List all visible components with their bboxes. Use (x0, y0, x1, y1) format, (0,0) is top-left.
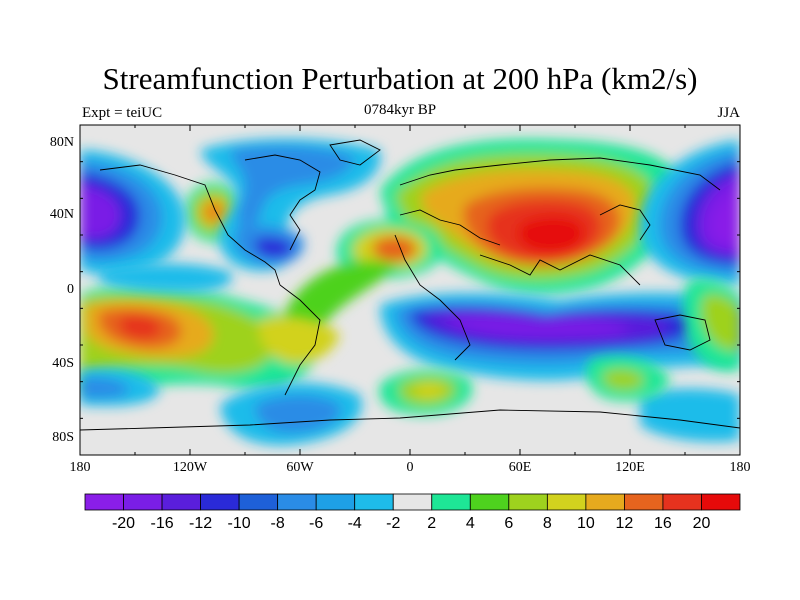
lat-label-80s: 80S (52, 430, 74, 445)
colorbar-label: 2 (427, 515, 436, 532)
colorbar-swatch (469, 493, 510, 511)
lon-label-180e: 180 (730, 460, 751, 475)
contour-npacific-negative-west (80, 150, 186, 276)
colorbar-swatch (354, 493, 394, 511)
colorbar-label: -16 (150, 515, 173, 532)
colorbar-label: -6 (309, 515, 323, 532)
colorbar-swatch (585, 493, 625, 511)
colorbar-label: -4 (348, 515, 362, 532)
experiment-label: Expt = teiUC (82, 105, 163, 121)
contour-eurasia-positive (270, 139, 682, 385)
colorbar-swatch (508, 493, 548, 511)
lat-label-40n: 40N (50, 207, 74, 222)
colorbar-label: 20 (693, 515, 711, 532)
lat-label-0: 0 (67, 282, 74, 297)
contour-antarctic-negative (80, 368, 740, 446)
colorbar-swatch (701, 493, 741, 511)
colorbar-label: 6 (504, 515, 513, 532)
contour-southern-positive (379, 278, 740, 415)
lon-label-60e: 60E (509, 460, 532, 475)
axis-ticks (79, 124, 741, 456)
colorbar-swatch (624, 493, 664, 511)
colorbar-label: 16 (654, 515, 672, 532)
colorbar: -20 -16 -12 -10 -8 -6 -4 -2 2 4 6 8 10 12 16 20 (84, 493, 741, 532)
map-title: Streamfunction Perturbation at 200 hPa (… (102, 61, 698, 96)
lat-label-80n: 80N (50, 135, 74, 150)
contour-northamerica-negative (100, 138, 381, 292)
colorbar-swatch (200, 493, 240, 511)
lon-label-60w: 60W (286, 460, 314, 475)
lon-label-120e: 120E (615, 460, 645, 475)
lon-label-120w: 120W (173, 460, 208, 475)
lon-label-0: 0 (407, 460, 414, 475)
season-label: JJA (717, 105, 740, 121)
colorbar-swatch (84, 493, 124, 511)
colorbar-label: -12 (189, 515, 212, 532)
lon-label-180w: 180 (70, 460, 91, 475)
colorbar-swatch (546, 493, 587, 511)
contour-npacific-negative-east (640, 140, 740, 285)
colorbar-swatch (161, 493, 201, 511)
colorbar-label: -20 (112, 515, 135, 532)
time-label: 0784kyr BP (363, 102, 437, 118)
colorbar-swatch (315, 493, 356, 511)
colorbar-swatch (238, 493, 279, 511)
colorbar-label: 4 (466, 515, 475, 532)
colorbar-label: -8 (271, 515, 285, 532)
colorbar-swatch (123, 493, 163, 511)
coastlines (80, 139, 740, 431)
colorbar-swatch (431, 493, 471, 511)
lat-label-40s: 40S (52, 356, 74, 371)
colorbar-label: -2 (386, 515, 400, 532)
colorbar-swatch (277, 493, 317, 511)
contour-southpacific-positive (80, 284, 340, 395)
colorbar-label: 8 (543, 515, 552, 532)
contour-southern-negative (380, 292, 740, 381)
colorbar-label: -10 (228, 515, 251, 532)
map-panel (80, 125, 740, 455)
colorbar-swatch (392, 493, 433, 511)
colorbar-label: 12 (616, 515, 634, 532)
colorbar-swatch (662, 493, 702, 511)
colorbar-label: 10 (577, 515, 595, 532)
